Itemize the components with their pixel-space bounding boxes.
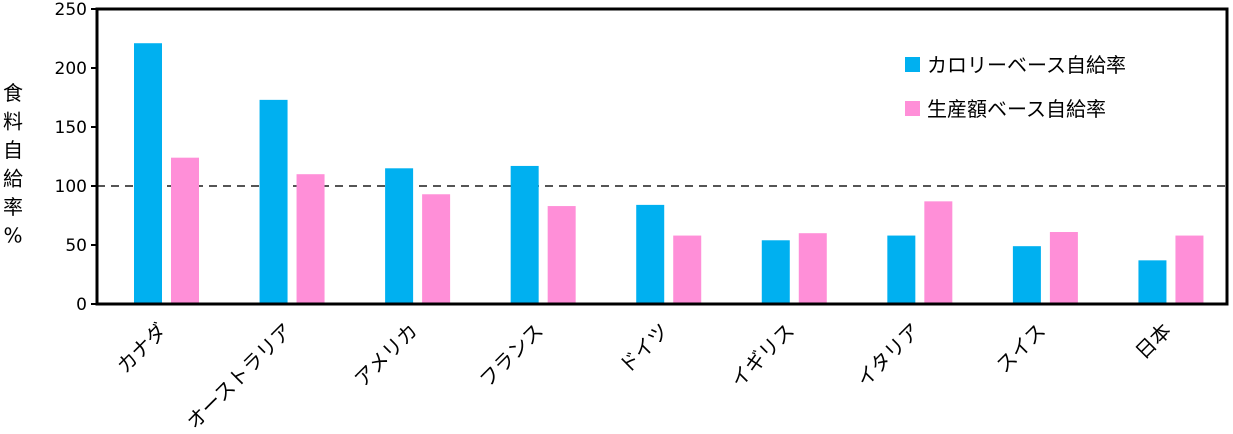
x-tick-label: イタリア bbox=[852, 319, 925, 392]
legend-swatch bbox=[905, 57, 920, 72]
x-tick-label: ドイツ bbox=[614, 319, 673, 378]
bar-calorie-1 bbox=[259, 99, 288, 304]
x-tick-label: オーストラリア bbox=[182, 319, 297, 430]
x-tick-label: スイス bbox=[991, 319, 1050, 378]
bar-calorie-7 bbox=[1012, 246, 1041, 304]
bar-calorie-2 bbox=[385, 168, 414, 304]
bar-production-4 bbox=[673, 235, 702, 304]
bar-calorie-6 bbox=[887, 235, 916, 304]
y-tick-label: 150 bbox=[55, 118, 87, 138]
bar-calorie-4 bbox=[636, 204, 665, 304]
x-tick-label: カナダ bbox=[112, 319, 171, 378]
bar-calorie-3 bbox=[510, 165, 539, 304]
x-tick-label: フランス bbox=[475, 319, 548, 392]
y-axis-label-char: 自 bbox=[3, 138, 23, 162]
legend-swatch bbox=[905, 101, 920, 116]
y-tick-label: 0 bbox=[76, 295, 87, 315]
y-axis-label-char: 給 bbox=[3, 167, 23, 191]
x-axis-labels: カナダ オーストラリア アメリカ フランス ドイツ イギリス イタリア スイス 日本 bbox=[112, 319, 1176, 434]
bar-production-7 bbox=[1049, 232, 1078, 304]
y-tick-label: 250 bbox=[55, 0, 87, 20]
y-axis-label-char: % bbox=[3, 224, 22, 248]
y-tick-label: 200 bbox=[55, 59, 87, 79]
legend-label: カロリーベース自給率 bbox=[927, 53, 1126, 77]
x-tick-label: 日本 bbox=[1131, 319, 1176, 364]
bar-production-0 bbox=[171, 157, 199, 304]
y-axis-label-char: 料 bbox=[3, 110, 23, 134]
x-tick-label: イギリス bbox=[726, 319, 800, 393]
bar-calorie-0 bbox=[134, 43, 162, 304]
bars bbox=[134, 43, 1204, 304]
bar-production-2 bbox=[422, 194, 451, 304]
bar-production-6 bbox=[924, 201, 953, 304]
y-axis-label-char: 率 bbox=[3, 195, 23, 219]
bar-production-5 bbox=[798, 233, 827, 304]
bar-production-1 bbox=[296, 174, 325, 304]
bar-calorie-8 bbox=[1138, 260, 1167, 304]
bar-calorie-5 bbox=[761, 240, 790, 304]
y-tick-label: 50 bbox=[65, 236, 87, 256]
y-tick-label: 100 bbox=[55, 177, 87, 197]
x-tick-label: アメリカ bbox=[350, 319, 423, 392]
plot-frame bbox=[95, 7, 1229, 306]
legend-label: 生産額ベース自給率 bbox=[927, 97, 1106, 121]
bar-production-3 bbox=[547, 206, 576, 304]
bar-production-8 bbox=[1175, 235, 1204, 304]
y-axis-label-char: 食 bbox=[3, 81, 23, 105]
